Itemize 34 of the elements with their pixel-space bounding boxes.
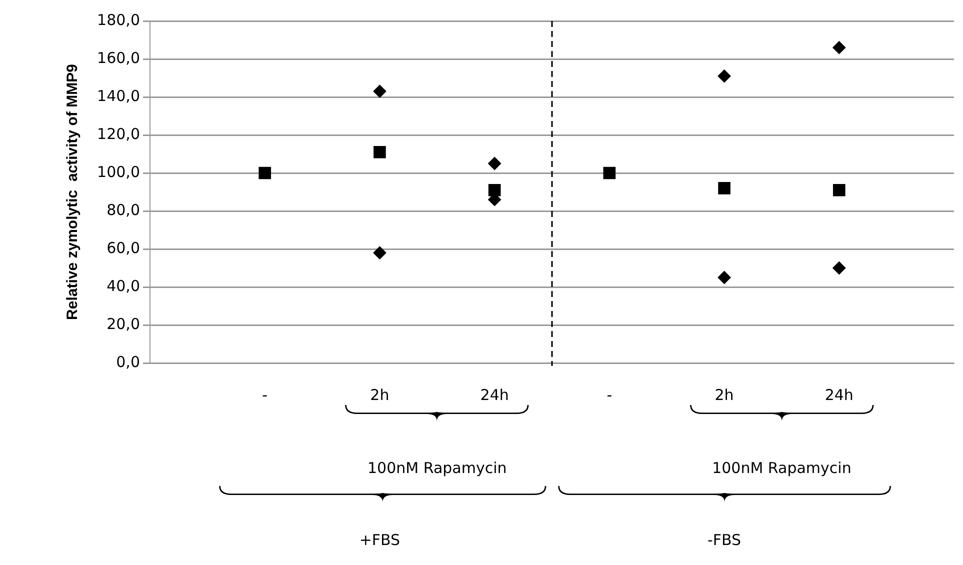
y-tick-label: 0,0 xyxy=(116,352,140,371)
point xyxy=(832,184,846,196)
x-tick-label: - xyxy=(262,386,268,404)
point xyxy=(488,157,502,170)
y-tick-label: 60,0 xyxy=(106,238,140,257)
x-tick-label: 24h xyxy=(480,386,509,404)
y-tick-label: 20,0 xyxy=(106,314,140,333)
y-tick-label: 140,0 xyxy=(97,86,140,105)
text: -FBS xyxy=(707,531,742,549)
y-tick-label: 40,0 xyxy=(106,276,140,295)
y-axis-title: Relative zymolytic activity of MMP9 xyxy=(64,64,82,320)
y-tick-label: 80,0 xyxy=(106,200,140,219)
text: +FBS xyxy=(359,531,400,549)
x-tick-label: 2h xyxy=(370,386,390,404)
point xyxy=(718,182,730,194)
point xyxy=(258,166,272,180)
point xyxy=(718,70,731,83)
text: 100nM Rapamycin xyxy=(368,459,507,477)
y-tick-label: 120,0 xyxy=(97,124,140,143)
point xyxy=(832,262,846,274)
point xyxy=(488,184,501,196)
x-tick-label: 24h xyxy=(824,386,854,404)
point xyxy=(718,271,731,284)
point xyxy=(373,84,386,98)
point xyxy=(832,41,846,54)
y-tick-label: 160,0 xyxy=(97,48,140,67)
y-tick-label: 100,0 xyxy=(97,162,140,181)
x-tick-label: - xyxy=(606,386,612,404)
point xyxy=(373,246,386,260)
x-tick-label: 2h xyxy=(714,386,734,404)
point xyxy=(603,166,616,180)
text: 100nM Rapamycin xyxy=(712,459,852,477)
point xyxy=(374,146,386,158)
y-tick-label: 180,0 xyxy=(97,10,140,29)
